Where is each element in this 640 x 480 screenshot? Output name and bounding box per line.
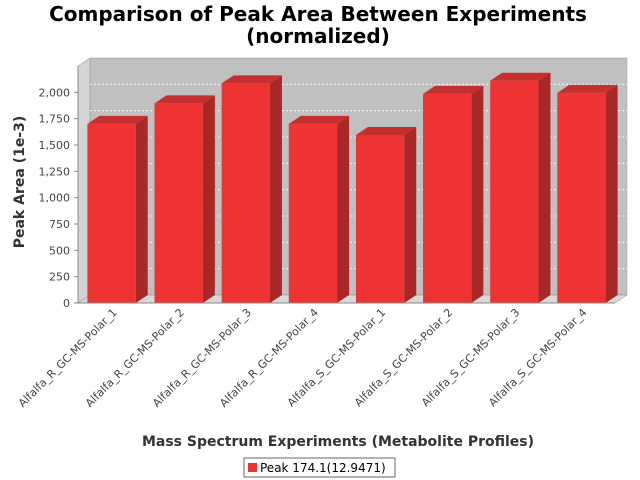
bar-top [557, 84, 618, 93]
bar-top [221, 75, 282, 84]
y-axis: 0 250 500 750 1,000 1,250 1,500 1,750 2,000 [39, 66, 79, 310]
bar [87, 115, 148, 303]
y-axis-title: Peak Area (1e-3) [12, 116, 28, 249]
legend-swatch [248, 463, 257, 472]
bar-front [557, 92, 606, 303]
bar-front [87, 123, 136, 303]
plot-area [77, 57, 628, 304]
bar-top [154, 95, 215, 104]
bars [87, 72, 618, 303]
bar [355, 126, 417, 303]
bar-top [423, 85, 484, 94]
bar-top [355, 126, 417, 135]
bar-side [269, 75, 282, 303]
y-tick-label: 1,000 [39, 192, 71, 205]
y-tick-label: 1,250 [39, 165, 71, 178]
bar-front [355, 134, 405, 303]
bar-side [404, 126, 417, 303]
chart-title-line-2: (normalized) [246, 24, 390, 48]
x-axis: Alfalfa_R_GC-MS-Polar_1Alfalfa_R_GC-MS-P… [16, 302, 615, 410]
bar-top [288, 115, 350, 124]
y-tick-label: 2,000 [39, 86, 71, 99]
legend: Peak 174.1(12.9471) [243, 457, 396, 478]
bar-front [288, 123, 338, 303]
bar-side [202, 95, 215, 303]
bar-side [135, 115, 148, 303]
bar [423, 85, 484, 303]
bar [557, 84, 618, 303]
bar [288, 115, 350, 303]
bar-side [605, 84, 618, 303]
bar-side [337, 115, 350, 303]
bar-side [471, 85, 484, 303]
bar-top [490, 72, 551, 81]
y-tick-label: 500 [49, 244, 70, 257]
bar-front [221, 83, 270, 303]
bar-front [490, 80, 539, 303]
chart-title-line-1: Comparison of Peak Area Between Experime… [49, 2, 587, 26]
bar [154, 95, 215, 303]
y-tick-label: 1,500 [39, 139, 71, 152]
bar-side [538, 72, 551, 303]
bar [490, 72, 551, 303]
y-tick-label: 250 [49, 271, 70, 284]
legend-box [243, 457, 396, 478]
bar [221, 75, 282, 303]
legend-label: Peak 174.1(12.9471) [260, 461, 386, 475]
bar-top [87, 115, 148, 124]
y-tick-label: 750 [49, 218, 70, 231]
bar-front [423, 93, 472, 303]
y-tick-label: 1,750 [39, 113, 71, 126]
x-axis-title: Mass Spectrum Experiments (Metabolite Pr… [142, 434, 534, 450]
bar-front [154, 103, 203, 303]
y-tick-label: 0 [63, 297, 70, 310]
